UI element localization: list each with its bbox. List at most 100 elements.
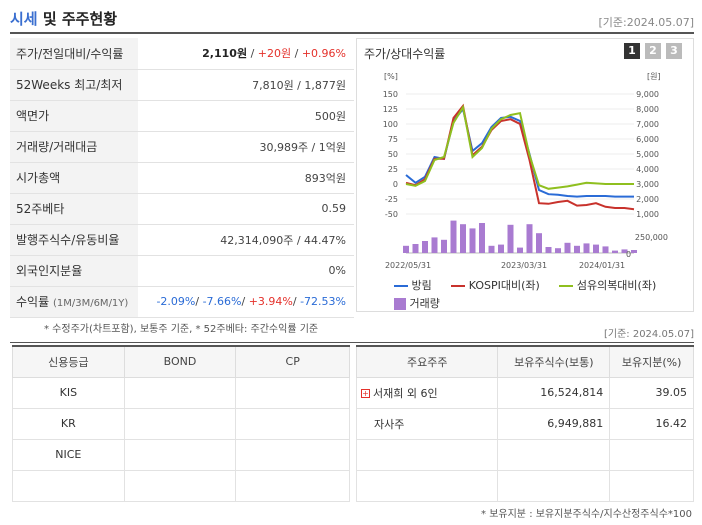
footnote: * 수정주가(차트포함), 보통주 기준, * 52주베타: 주간수익률 기준 xyxy=(44,324,319,335)
volume-bar xyxy=(536,233,542,253)
y-tick-left: 50 xyxy=(388,150,398,159)
row-label: 거래량/거래대금 xyxy=(10,131,138,163)
column-header: 보유지분(%) xyxy=(609,345,694,378)
legend-stock: 방림 xyxy=(394,279,432,292)
quote-table: 주가/전일대비/수익률 2,110원 / +20원 / +0.96% 52Wee… xyxy=(10,38,354,318)
column-header: 신용등급 xyxy=(12,345,125,378)
y-tick-right: 7,000 xyxy=(636,120,659,129)
volume-bar xyxy=(602,246,609,253)
table-row: 시가총액 893억원 xyxy=(10,162,354,194)
chart-panel xyxy=(356,38,694,312)
legend-volume: 거래량 xyxy=(394,297,448,310)
column-header: CP xyxy=(235,345,350,378)
shareholder-table: 주요주주 보유주식수(보통) 보유지분(%) + 서재희 외 6인 16,524,… xyxy=(355,345,694,502)
table-cell xyxy=(123,469,237,502)
stock-chart: [%] [원] 150 9,000 125 8,000 100 7,000 75 6,000 5… xyxy=(383,72,668,270)
table-row: 거래량/거래대금 30,989주 / 1억원 xyxy=(10,131,354,163)
series-line xyxy=(405,103,635,211)
table-cell xyxy=(12,469,125,502)
volume-bar xyxy=(441,239,447,253)
chart-tabs: 1 2 3 xyxy=(624,43,682,59)
volume-bar xyxy=(564,242,571,253)
y-tick-left: 25 xyxy=(388,165,398,174)
basis-date-2: [기준: 2024.05.07] xyxy=(603,329,694,340)
table-row: + 서재희 외 6인 16,524,814 39.05 xyxy=(355,376,694,409)
volume-bar xyxy=(621,249,628,253)
volume-zero: 0 xyxy=(626,250,631,259)
table-cell xyxy=(123,407,237,440)
table-row xyxy=(355,438,694,471)
table-row xyxy=(12,469,350,502)
row-value: 42,314,090주 / 44.47% xyxy=(138,224,354,256)
row-label: 액면가 xyxy=(10,100,138,132)
x-tick-label: 2024/01/31 xyxy=(579,261,625,270)
table-cell: KR xyxy=(12,407,125,440)
y-tick-left: 150 xyxy=(383,90,398,99)
y-tick-right: 9,000 xyxy=(636,90,659,99)
column-header: BOND xyxy=(123,345,237,378)
table-cell xyxy=(123,376,237,409)
volume-tick: 250,000 xyxy=(635,233,668,242)
table-cell: + 서재희 외 6인 xyxy=(355,376,499,409)
table-cell xyxy=(235,376,350,409)
footnote-2: * 보유지분 : 보유지분주식수/지수산정주식수*100 xyxy=(481,509,692,520)
table-row: 52Weeks 최고/최저 7,810원 / 1,877원 xyxy=(10,69,354,101)
tab-2[interactable]: 2 xyxy=(645,43,661,59)
table-cell xyxy=(235,438,350,471)
credit-rating-table: 신용등급 BOND CP KIS KR NICE xyxy=(12,345,350,502)
table-row: NICE xyxy=(12,438,350,471)
row-value: 500원 xyxy=(138,100,354,132)
table-row xyxy=(355,469,694,502)
row-label: 수익률 (1M/3M/6M/1Y) xyxy=(10,286,138,318)
table-row: 수익률 (1M/3M/6M/1Y) -2.09%/ -7.66%/ +3.94%… xyxy=(10,286,354,318)
table-row: KIS xyxy=(12,376,350,409)
table-cell xyxy=(609,438,694,471)
tab-3[interactable]: 3 xyxy=(666,43,682,59)
volume-bar xyxy=(631,250,637,253)
table-cell xyxy=(355,469,499,502)
row-value: 0.59 xyxy=(138,193,354,225)
table-cell xyxy=(123,438,237,471)
table-cell: KIS xyxy=(12,376,125,409)
table-cell: 16,524,814 xyxy=(497,376,611,409)
y-tick-right: 8,000 xyxy=(636,105,659,114)
y-tick-right: 3,000 xyxy=(636,180,659,189)
volume-bar xyxy=(422,241,428,253)
table-header: 신용등급 BOND CP xyxy=(12,345,350,378)
y-tick-left: -25 xyxy=(385,195,398,204)
row-label: 외국인지분율 xyxy=(10,255,138,287)
volume-bar xyxy=(593,244,599,253)
y-tick-right: 1,000 xyxy=(636,210,659,219)
x-tick-label: 2023/03/31 xyxy=(501,261,547,270)
volume-bar xyxy=(583,243,590,253)
table-row: 52주베타 0.59 xyxy=(10,193,354,225)
price-value: 2,110원 / +20원 / +0.96% xyxy=(138,38,354,70)
volume-bar xyxy=(545,247,552,253)
volume-bar xyxy=(612,250,618,253)
row-value: 893억원 xyxy=(138,162,354,194)
returns-value: -2.09%/ -7.66%/ +3.94%/ -72.53% xyxy=(138,286,354,318)
table-cell xyxy=(497,438,611,471)
volume-bar xyxy=(574,245,580,253)
tab-1[interactable]: 1 xyxy=(624,43,640,59)
table-row: 자사주 6,949,881 16.42 xyxy=(355,407,694,440)
row-value: 30,989주 / 1억원 xyxy=(138,131,354,163)
expand-icon[interactable]: + xyxy=(361,389,370,398)
table-cell xyxy=(355,438,499,471)
page-title: 시세 및 주주현황 xyxy=(10,10,118,28)
row-label: 주가/전일대비/수익률 xyxy=(10,38,138,70)
legend-sector: 섬유의복대비(좌) xyxy=(559,279,657,292)
volume-bar xyxy=(526,224,533,253)
volume-bar xyxy=(488,245,495,253)
y-tick-left: 0 xyxy=(393,180,398,189)
table-cell xyxy=(497,469,611,502)
basis-date: [기준:2024.05.07] xyxy=(598,16,694,29)
row-label: 시가총액 xyxy=(10,162,138,194)
table-cell: 16.42 xyxy=(609,407,694,440)
table-row: KR xyxy=(12,407,350,440)
row-label: 발행주식수/유동비율 xyxy=(10,224,138,256)
table-row: 발행주식수/유동비율 42,314,090주 / 44.47% xyxy=(10,224,354,256)
volume-bar xyxy=(403,245,409,253)
volume-bar xyxy=(479,223,485,253)
y-tick-left: -50 xyxy=(385,210,398,219)
